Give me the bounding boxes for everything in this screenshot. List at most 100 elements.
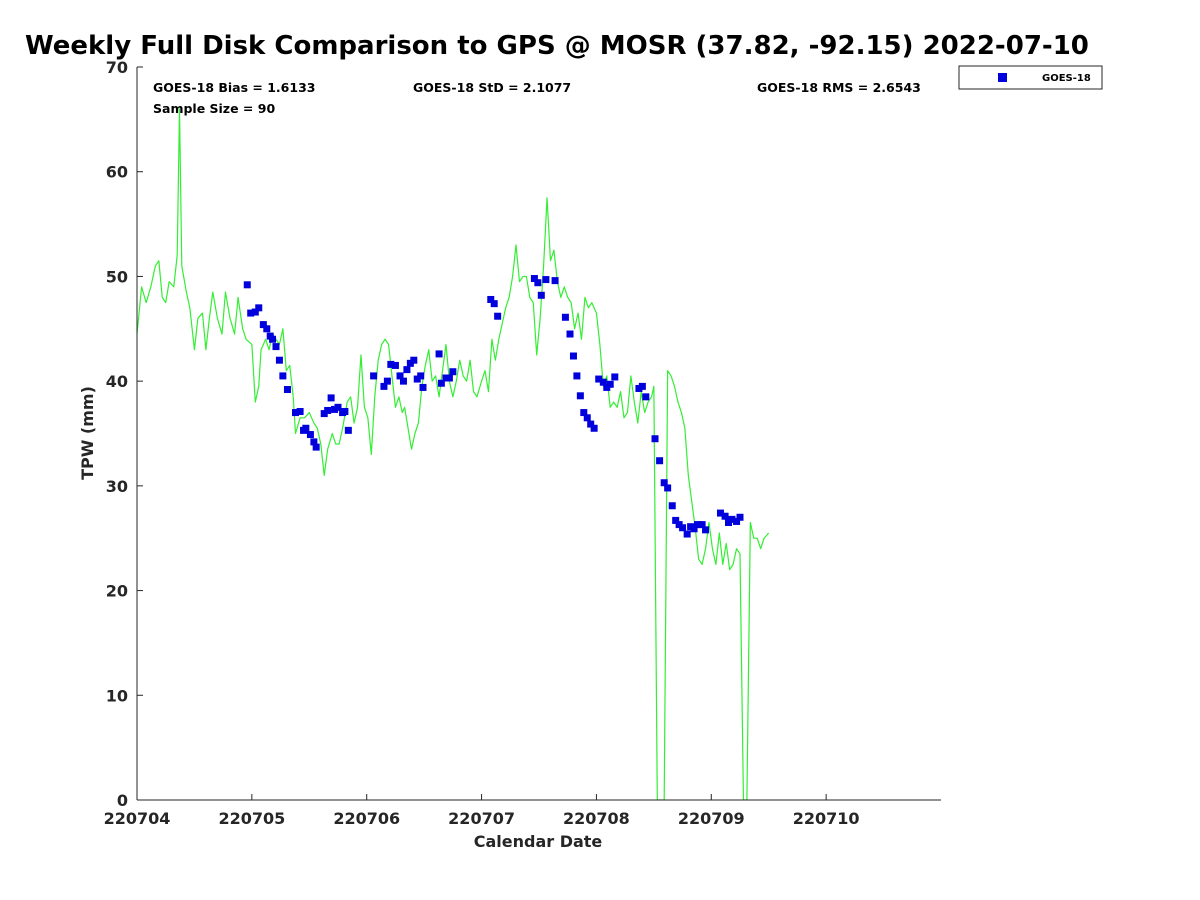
y-tick-label: 50 bbox=[106, 267, 128, 286]
goes18-point bbox=[445, 374, 453, 382]
goes18-point bbox=[569, 352, 577, 360]
goes18-point bbox=[583, 414, 591, 422]
goes18-point bbox=[736, 513, 744, 521]
legend-label-goes18: GOES-18 bbox=[1042, 73, 1091, 84]
goes18-point bbox=[642, 393, 650, 401]
goes18-point bbox=[306, 431, 314, 439]
goes18-point bbox=[396, 372, 404, 380]
goes18-point bbox=[490, 300, 498, 308]
goes18-point bbox=[656, 457, 664, 465]
goes18-point bbox=[341, 408, 349, 416]
goes18-point bbox=[590, 424, 598, 432]
goes18-point bbox=[410, 356, 418, 364]
goes18-point bbox=[721, 512, 729, 520]
goes18-point bbox=[702, 526, 710, 534]
goes18-point bbox=[672, 516, 680, 524]
goes18-point bbox=[380, 382, 388, 390]
y-axis-label: TPW (mm) bbox=[78, 386, 97, 480]
x-tick-label: 220704 bbox=[104, 809, 171, 828]
goes18-point bbox=[275, 356, 283, 364]
goes18-point bbox=[327, 394, 335, 402]
goes18-point bbox=[419, 383, 427, 391]
goes18-point bbox=[312, 443, 320, 451]
goes18-point bbox=[694, 521, 701, 529]
goes18-point bbox=[611, 373, 619, 381]
goes18-point bbox=[651, 435, 659, 443]
legend: GOES-18 bbox=[958, 65, 1103, 90]
y-tick-label: 70 bbox=[106, 58, 128, 77]
y-tick-label: 60 bbox=[106, 163, 128, 182]
goes18-point bbox=[728, 515, 736, 523]
goes18-point bbox=[269, 335, 277, 343]
x-tick-label: 220710 bbox=[793, 809, 860, 828]
bias-stat: GOES-18 Bias = 1.6133 bbox=[153, 80, 315, 95]
goes18-point bbox=[255, 304, 263, 312]
x-tick-label: 220706 bbox=[333, 809, 400, 828]
x-tick-label: 220709 bbox=[678, 809, 745, 828]
goes18-point bbox=[283, 386, 291, 394]
y-tick-label: 0 bbox=[117, 791, 128, 810]
goes18-point bbox=[494, 312, 502, 320]
goes18-point bbox=[324, 406, 332, 414]
goes18-point bbox=[344, 426, 352, 434]
goes18-point bbox=[259, 321, 267, 329]
goes18-point bbox=[587, 420, 595, 428]
x-tick-label: 220708 bbox=[563, 809, 630, 828]
goes18-point bbox=[534, 279, 542, 287]
goes18-point bbox=[387, 360, 395, 368]
goes18-point bbox=[537, 291, 545, 299]
std-stat: GOES-18 StD = 2.1077 bbox=[413, 80, 571, 95]
goes18-point bbox=[576, 392, 584, 400]
y-tick-label: 40 bbox=[106, 372, 128, 391]
goes18-point bbox=[391, 361, 399, 369]
goes18-point bbox=[243, 281, 251, 289]
y-tick-label: 20 bbox=[106, 582, 128, 601]
goes18-point bbox=[638, 382, 646, 390]
goes18-point bbox=[449, 368, 457, 376]
series-layer bbox=[137, 108, 770, 800]
goes18-point bbox=[334, 403, 342, 411]
goes18-point bbox=[417, 372, 425, 380]
goes18-point bbox=[292, 409, 299, 417]
goes18-point bbox=[599, 378, 607, 386]
goes18-point bbox=[530, 275, 538, 283]
legend-box bbox=[958, 65, 1103, 90]
goes18-point bbox=[679, 524, 687, 532]
y-tick-label: 30 bbox=[106, 477, 128, 496]
goes18-point bbox=[310, 438, 318, 446]
goes18-point bbox=[437, 379, 445, 387]
goes18-point bbox=[247, 309, 255, 317]
goes18-point bbox=[573, 372, 581, 380]
goes18-point bbox=[595, 375, 603, 383]
x-tick-label: 220705 bbox=[218, 809, 285, 828]
goes18-point bbox=[542, 276, 550, 284]
goes18-point bbox=[251, 308, 259, 316]
goes18-point bbox=[272, 343, 280, 351]
goes18-point bbox=[487, 295, 495, 303]
goes18-point bbox=[716, 509, 724, 517]
y-tick-label: 10 bbox=[106, 686, 128, 705]
plot-area bbox=[137, 67, 941, 800]
goes18-point bbox=[733, 517, 741, 525]
goes18-point bbox=[399, 377, 407, 385]
plot-clip bbox=[137, 108, 770, 800]
x-axis-ticks: 220704 220705 220706 220707 220708 220709 2207… bbox=[104, 794, 860, 828]
goes18-point bbox=[664, 484, 672, 492]
goes18-point bbox=[296, 408, 304, 416]
x-tick-label: 220707 bbox=[448, 809, 515, 828]
rms-stat: GOES-18 RMS = 2.6543 bbox=[757, 80, 921, 95]
goes18-point bbox=[668, 502, 676, 510]
goes18-point bbox=[403, 366, 411, 374]
goes18-point bbox=[698, 521, 706, 529]
sample-size-stat: Sample Size = 90 bbox=[153, 101, 275, 116]
legend-marker-goes18 bbox=[998, 73, 1007, 82]
goes18-point bbox=[263, 325, 271, 333]
gps-series-line bbox=[137, 108, 770, 800]
goes18-point bbox=[435, 350, 443, 358]
chart-title: Weekly Full Disk Comparison to GPS @ MOS… bbox=[25, 31, 1089, 61]
goes18-point bbox=[606, 380, 614, 388]
goes18-point bbox=[683, 530, 691, 538]
goes18-point bbox=[383, 377, 391, 385]
goes18-point bbox=[566, 330, 574, 338]
